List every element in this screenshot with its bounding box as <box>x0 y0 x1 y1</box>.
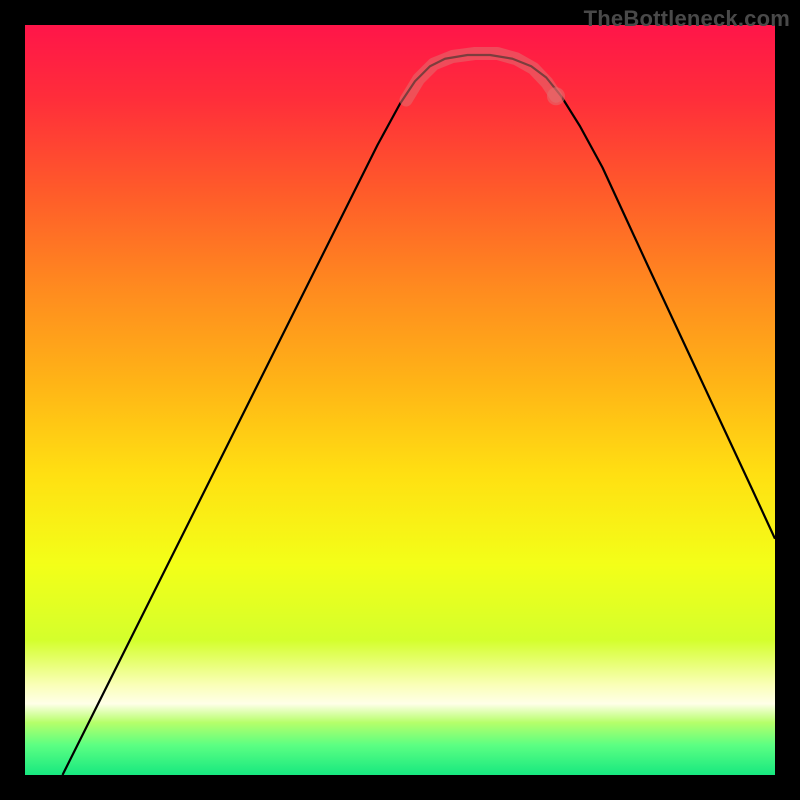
plot-area <box>25 25 775 775</box>
plot-svg <box>25 25 775 775</box>
sweet-spot-end-dot <box>547 87 565 105</box>
chart-container: TheBottleneck.com <box>0 0 800 800</box>
gradient-background <box>25 25 775 775</box>
watermark-text: TheBottleneck.com <box>584 6 790 32</box>
